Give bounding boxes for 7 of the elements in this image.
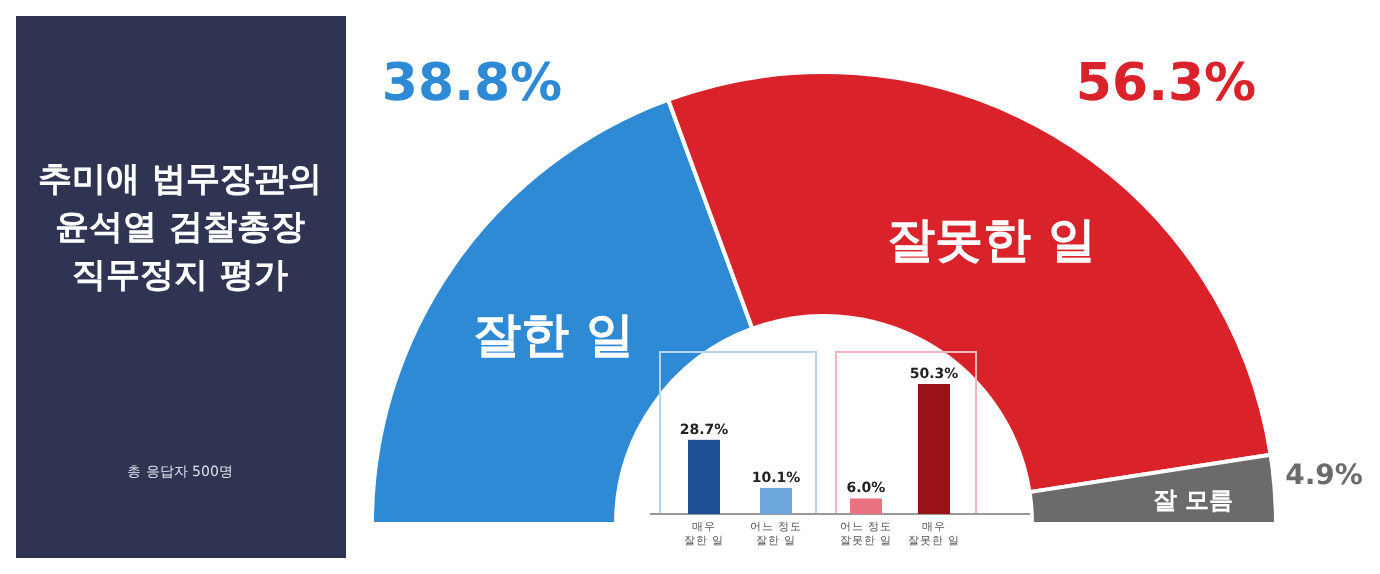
data-label: 38.8% bbox=[381, 54, 563, 114]
slice-label: 잘못한 일 bbox=[887, 211, 1096, 268]
slice-label: 잘한 일 bbox=[473, 307, 634, 364]
text: 추미애 법무장관의 윤석열 검찰총장 직무정지 평가 bbox=[38, 160, 322, 296]
data-label: 56.3% bbox=[1075, 54, 1257, 114]
slice-label: 잘 모름 bbox=[1152, 486, 1234, 514]
data-label: 4.9% bbox=[1285, 460, 1363, 492]
